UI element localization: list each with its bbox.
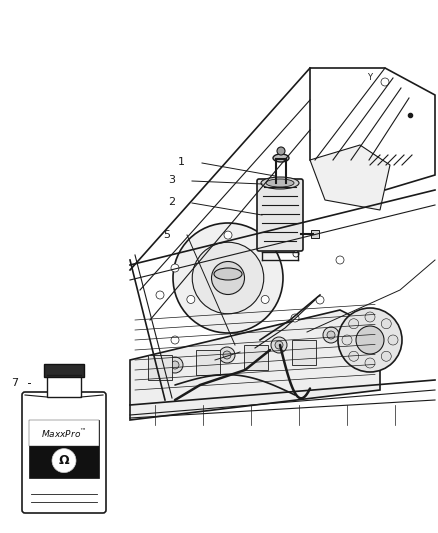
Circle shape: [349, 319, 359, 329]
Circle shape: [291, 314, 299, 322]
Circle shape: [323, 327, 339, 343]
FancyBboxPatch shape: [22, 392, 106, 513]
Ellipse shape: [266, 179, 294, 187]
Circle shape: [356, 326, 384, 354]
Circle shape: [52, 449, 76, 473]
Text: 5: 5: [163, 230, 170, 240]
Ellipse shape: [214, 268, 242, 280]
Bar: [47, 375, 81, 397]
Circle shape: [192, 243, 264, 314]
Circle shape: [212, 262, 244, 295]
Text: 3: 3: [168, 175, 175, 185]
Circle shape: [381, 319, 391, 329]
Circle shape: [275, 341, 283, 349]
Circle shape: [388, 335, 398, 345]
Bar: [29, 420, 99, 446]
Circle shape: [171, 336, 179, 344]
Circle shape: [293, 251, 299, 257]
Circle shape: [365, 358, 375, 368]
Circle shape: [349, 351, 359, 361]
Circle shape: [224, 231, 232, 239]
Text: 2: 2: [168, 197, 175, 207]
Polygon shape: [130, 310, 380, 420]
Text: Ω: Ω: [59, 454, 69, 467]
Circle shape: [261, 295, 269, 303]
Text: 1: 1: [178, 157, 185, 167]
Circle shape: [365, 312, 375, 322]
Ellipse shape: [261, 177, 299, 189]
Circle shape: [271, 337, 287, 353]
Circle shape: [219, 347, 235, 363]
Circle shape: [173, 223, 283, 333]
Circle shape: [171, 264, 179, 272]
Circle shape: [327, 331, 335, 339]
Circle shape: [338, 308, 402, 372]
Text: Y: Y: [367, 74, 372, 83]
Bar: [292, 340, 316, 365]
Bar: [196, 350, 220, 375]
Polygon shape: [310, 145, 390, 210]
Circle shape: [171, 361, 179, 369]
Circle shape: [187, 295, 195, 303]
Bar: [311, 230, 319, 238]
Circle shape: [167, 357, 183, 373]
FancyBboxPatch shape: [257, 179, 303, 251]
Circle shape: [277, 147, 285, 155]
Circle shape: [151, 366, 159, 374]
Ellipse shape: [273, 154, 289, 162]
Circle shape: [336, 256, 344, 264]
Circle shape: [342, 335, 352, 345]
Bar: [29, 420, 99, 478]
Circle shape: [381, 351, 391, 361]
Text: 7: 7: [11, 378, 18, 388]
Circle shape: [223, 351, 231, 359]
Bar: [244, 345, 268, 370]
Bar: [148, 355, 172, 380]
Circle shape: [156, 291, 164, 299]
Bar: [44, 364, 84, 377]
Text: MaxxPro$^\mathregular{™}$: MaxxPro$^\mathregular{™}$: [41, 427, 87, 440]
Circle shape: [316, 296, 324, 304]
